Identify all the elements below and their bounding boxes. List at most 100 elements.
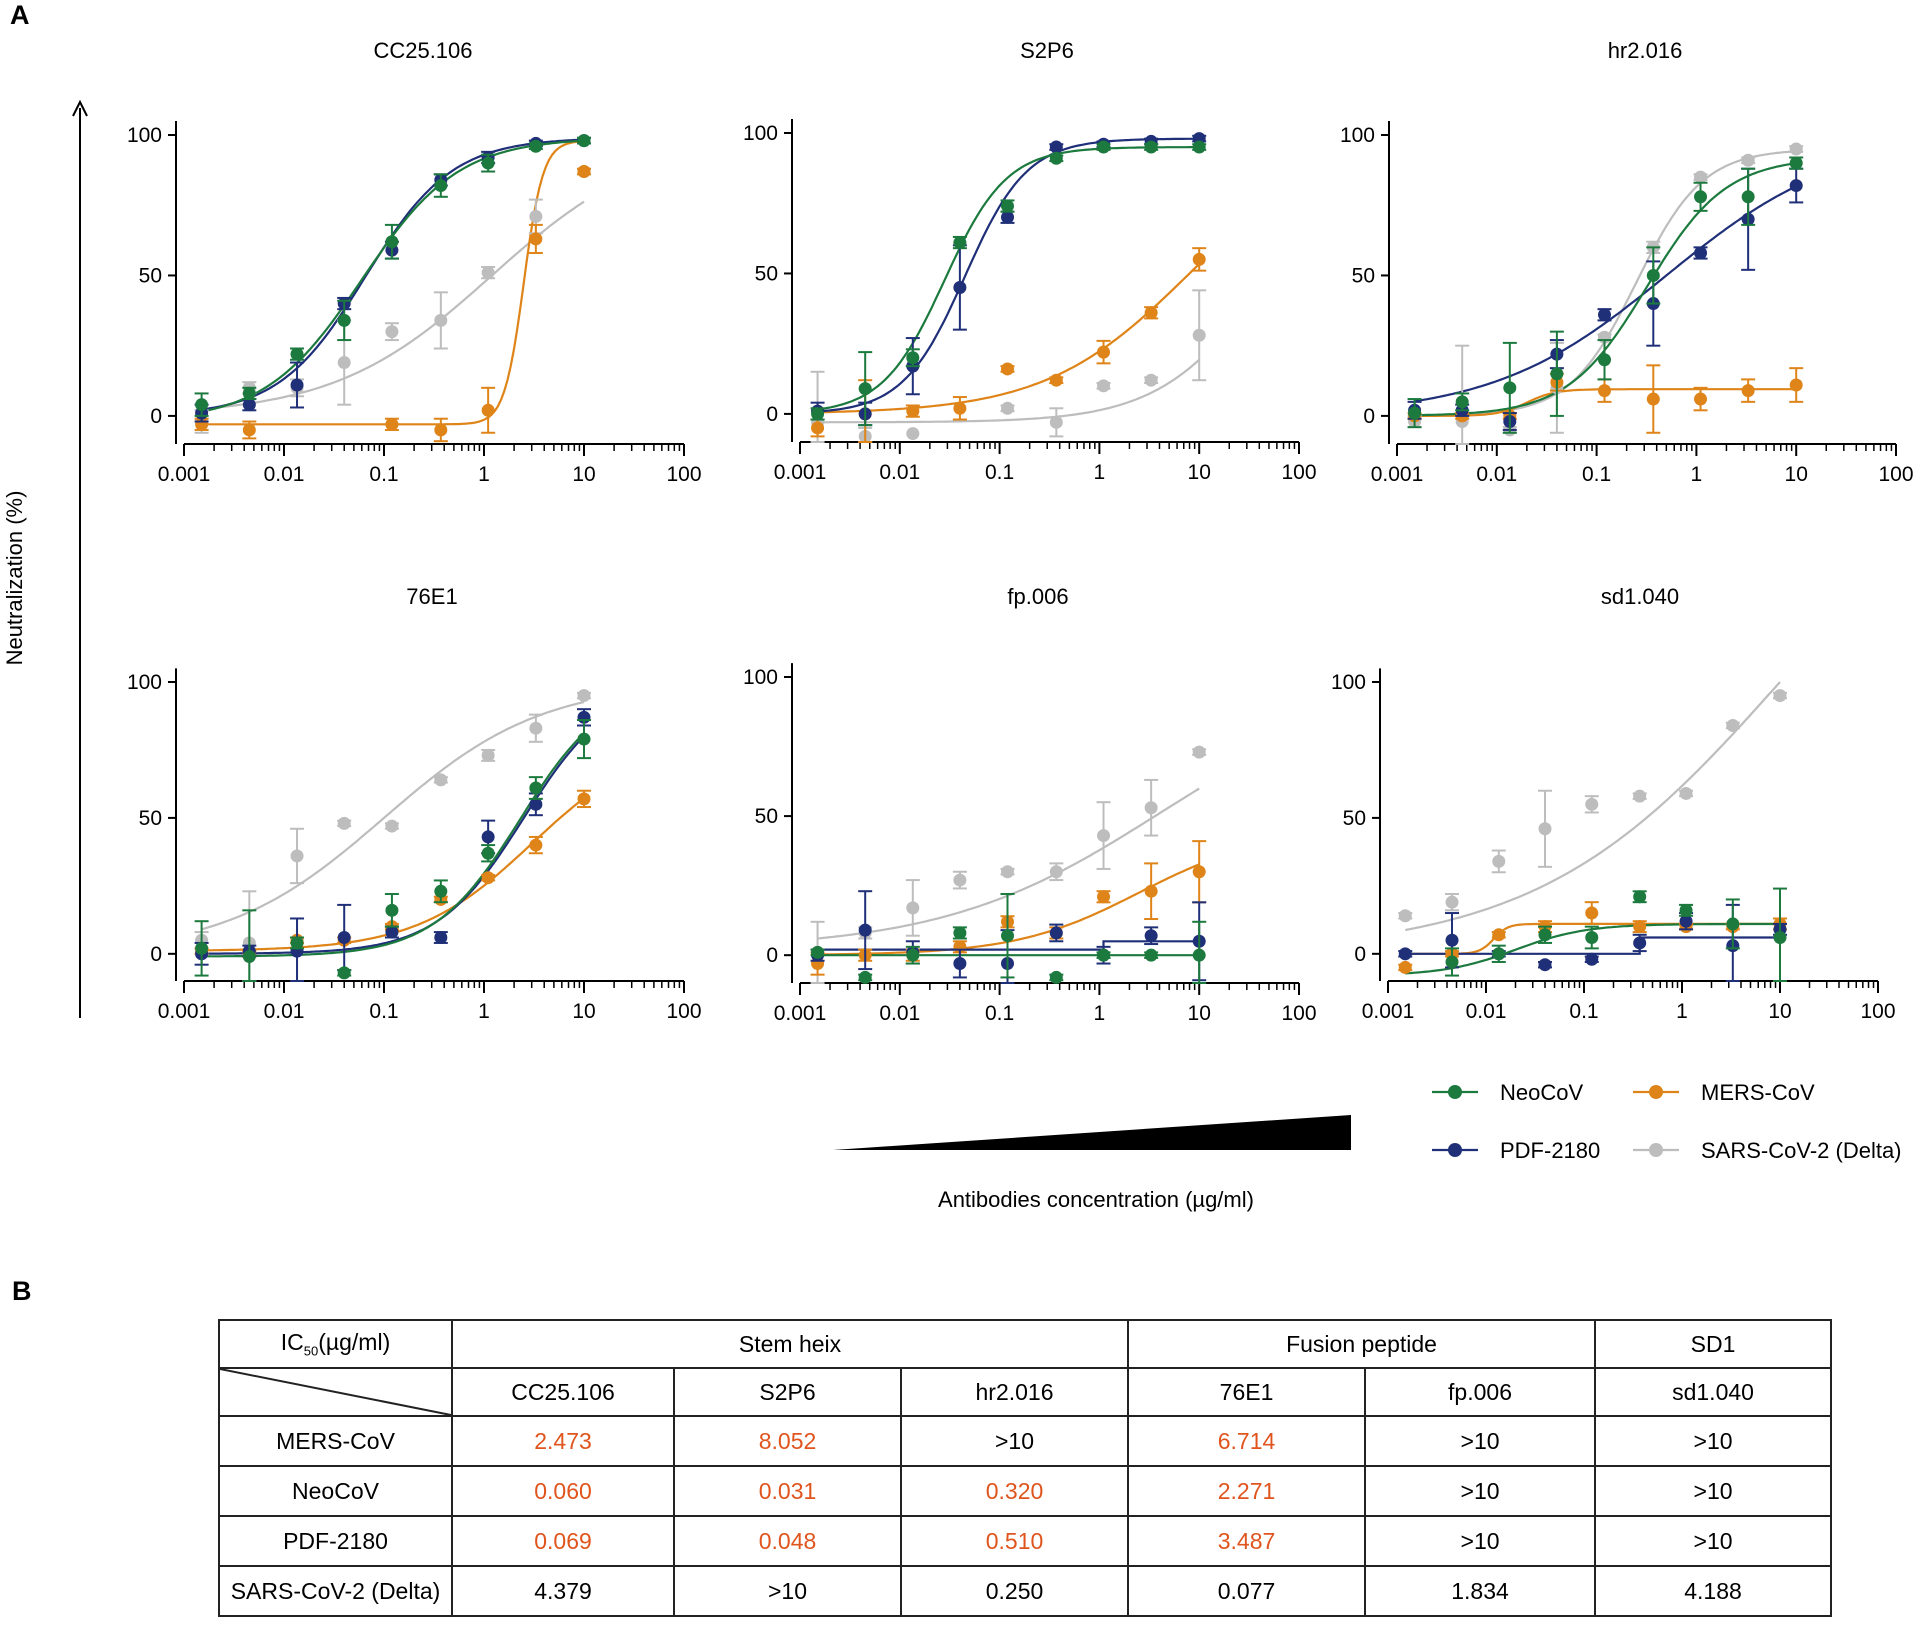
data-point-sars-cov-2-delta xyxy=(1001,865,1015,879)
data-point-pdf-2180 xyxy=(953,957,967,971)
row-label-pdf-2180: PDF-2180 xyxy=(218,1515,453,1567)
data-point-neocov xyxy=(811,945,825,959)
data-point-neocov xyxy=(1049,151,1063,165)
chart-title: 76E1 xyxy=(406,584,457,609)
data-point-neocov xyxy=(1598,353,1612,367)
fit-curve-sars-cov-2-delta xyxy=(201,200,585,411)
group-header-fusion: Fusion peptide xyxy=(1127,1319,1597,1369)
legend-label: SARS-CoV-2 (Delta) xyxy=(1701,1138,1902,1163)
fit-curve-mers-cov xyxy=(201,140,585,426)
x-tick-label: 0.001 xyxy=(158,463,211,486)
data-point-neocov xyxy=(858,382,872,396)
data-point-neocov xyxy=(1679,903,1693,917)
chart-title: fp.006 xyxy=(1007,584,1068,609)
data-point-sars-cov-2-delta xyxy=(385,325,399,339)
data-point-pdf-2180 xyxy=(1001,210,1015,224)
data-point-neocov xyxy=(337,313,351,327)
y-axis-label: Neutralization (%) xyxy=(2,491,27,666)
ic50-value: 0.048 xyxy=(673,1515,902,1567)
ic50-value: 4.379 xyxy=(451,1565,675,1617)
x-tick-label: 1 xyxy=(478,463,490,486)
data-point-pdf-2180 xyxy=(1694,246,1708,260)
data-point-sars-cov-2-delta xyxy=(1192,328,1206,342)
x-axis-label: Antibodies concentration (µg/ml) xyxy=(938,1187,1254,1212)
ic50-value: 4.188 xyxy=(1594,1565,1833,1617)
y-tick-label: 50 xyxy=(1343,807,1366,830)
y-tick-label: 100 xyxy=(743,122,778,145)
data-point-pdf-2180 xyxy=(385,925,399,939)
data-point-pdf-2180 xyxy=(1679,914,1693,928)
x-tick-label: 0.1 xyxy=(985,1002,1014,1025)
data-point-neocov xyxy=(1585,931,1599,945)
data-point-pdf-2180 xyxy=(1598,308,1612,322)
y-tick-label: 50 xyxy=(139,264,162,287)
data-point-neocov xyxy=(434,884,448,898)
table-row: SARS-CoV-2 (Delta) 4.379 >10 0.250 0.077 1.83… xyxy=(218,1565,1833,1617)
concentration-wedge xyxy=(833,1115,1351,1150)
fit-curve-pdf-2180 xyxy=(201,735,585,955)
data-point-mers-cov xyxy=(1633,920,1647,934)
ic50-value: >10 xyxy=(899,1415,1130,1467)
data-point-neocov xyxy=(385,903,399,917)
data-point-mers-cov xyxy=(529,838,543,852)
ic50-value: 0.060 xyxy=(451,1465,675,1517)
legend-label: NeoCoV xyxy=(1500,1080,1583,1105)
y-tick-label: 100 xyxy=(1340,124,1375,147)
data-point-neocov xyxy=(529,139,543,153)
chart-title: CC25.106 xyxy=(373,38,472,63)
data-point-neocov xyxy=(1097,140,1111,154)
legend-label: MERS-CoV xyxy=(1701,1080,1815,1105)
data-point-neocov xyxy=(1445,955,1459,969)
row-label-sars-cov-2-delta: SARS-CoV-2 (Delta) xyxy=(218,1565,453,1617)
data-point-sars-cov-2-delta xyxy=(1144,373,1158,387)
table-row: NeoCoV 0.060 0.031 0.320 2.271 >10 >10 xyxy=(218,1465,1833,1517)
x-tick-label: 10 xyxy=(572,1000,595,1023)
data-point-neocov xyxy=(290,347,304,361)
data-point-neocov xyxy=(1001,199,1015,213)
x-tick-label: 0.001 xyxy=(774,1002,827,1025)
data-point-sars-cov-2-delta xyxy=(1192,745,1206,759)
x-tick-label: 10 xyxy=(1768,1000,1791,1023)
data-point-neocov xyxy=(858,970,872,984)
data-point-mers-cov xyxy=(577,792,591,806)
data-point-sars-cov-2-delta xyxy=(1585,797,1599,811)
ic50-value: 0.069 xyxy=(451,1515,675,1567)
table-row: MERS-CoV 2.473 8.052 >10 6.714 >10 >10 xyxy=(218,1415,1833,1467)
ic50-value: 0.320 xyxy=(899,1465,1130,1517)
y-tick-label: 0 xyxy=(150,943,162,966)
data-point-sars-cov-2-delta xyxy=(1144,801,1158,815)
x-tick-label: 100 xyxy=(666,1000,701,1023)
ic-subscript: 50 xyxy=(303,1343,319,1359)
data-point-pdf-2180 xyxy=(434,931,448,945)
data-point-pdf-2180 xyxy=(242,398,256,412)
chart-panel-fp-006: fp.006 0 50 100 0.001 0.01 0.1 1 10 100 xyxy=(743,584,1317,1025)
data-point-sars-cov-2-delta xyxy=(434,313,448,327)
ic50-value: 1.834 xyxy=(1364,1565,1597,1617)
data-point-pdf-2180 xyxy=(1144,929,1158,943)
legend-entry-sars-cov-2-delta: SARS-CoV-2 (Delta) xyxy=(1633,1138,1902,1163)
row-label-neocov: NeoCoV xyxy=(218,1465,453,1517)
x-tick-label: 10 xyxy=(572,463,595,486)
ic50-value: >10 xyxy=(1364,1465,1597,1517)
table-row: PDF-2180 0.069 0.048 0.510 3.487 >10 >10 xyxy=(218,1515,1833,1567)
group-header-stem: Stem heix xyxy=(450,1319,1130,1369)
x-tick-label: 0.001 xyxy=(158,1000,211,1023)
x-tick-label: 0.01 xyxy=(264,1000,305,1023)
data-point-neocov xyxy=(1773,931,1787,945)
y-axis-arrow-head xyxy=(72,99,88,117)
data-point-mers-cov xyxy=(1789,378,1803,392)
ic50-value: 8.052 xyxy=(673,1415,902,1467)
data-point-sars-cov-2-delta xyxy=(529,209,543,223)
x-tick-label: 0.1 xyxy=(1569,1000,1598,1023)
y-tick-label: 50 xyxy=(755,805,778,828)
data-point-neocov xyxy=(1694,190,1708,204)
data-point-sars-cov-2-delta xyxy=(290,849,304,863)
ic50-value: >10 xyxy=(1594,1415,1833,1467)
data-point-sars-cov-2-delta xyxy=(577,689,591,703)
x-tick-label: 1 xyxy=(1691,463,1703,486)
data-point-sars-cov-2-delta xyxy=(529,721,543,735)
y-tick-label: 0 xyxy=(766,403,778,426)
data-point-pdf-2180 xyxy=(1538,958,1552,972)
table-group-row: IC50(µg/ml) Stem heix Fusion peptide SD1 xyxy=(218,1319,1833,1369)
